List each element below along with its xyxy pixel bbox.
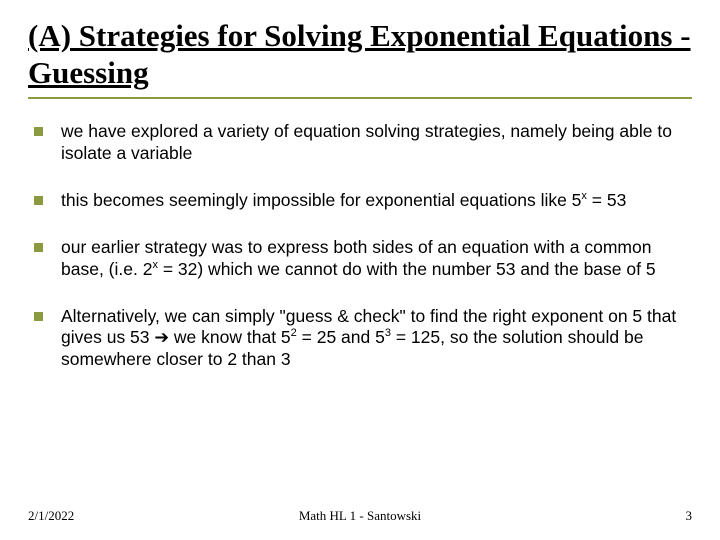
- bullet-square-icon: [34, 127, 43, 136]
- bullet-list: we have explored a variety of equation s…: [28, 121, 692, 370]
- bullet-square-icon: [34, 196, 43, 205]
- list-item: Alternatively, we can simply "guess & ch…: [34, 306, 682, 370]
- footer-date: 2/1/2022: [28, 508, 74, 524]
- list-item: this becomes seemingly impossible for ex…: [34, 190, 682, 211]
- slide-title: (A) Strategies for Solving Exponential E…: [28, 18, 692, 91]
- footer-center-text: Math HL 1 - Santowski: [299, 508, 421, 524]
- list-item: we have explored a variety of equation s…: [34, 121, 682, 164]
- bullet-text: our earlier strategy was to express both…: [61, 237, 682, 280]
- footer-page-number: 3: [686, 508, 693, 524]
- bullet-square-icon: [34, 312, 43, 321]
- title-underline-container: (A) Strategies for Solving Exponential E…: [28, 18, 692, 99]
- list-item: our earlier strategy was to express both…: [34, 237, 682, 280]
- bullet-text: Alternatively, we can simply "guess & ch…: [61, 306, 682, 370]
- bullet-text: we have explored a variety of equation s…: [61, 121, 682, 164]
- slide-container: (A) Strategies for Solving Exponential E…: [0, 0, 720, 540]
- bullet-text: this becomes seemingly impossible for ex…: [61, 190, 626, 211]
- slide-footer: 2/1/2022 Math HL 1 - Santowski 3: [0, 508, 720, 524]
- bullet-square-icon: [34, 243, 43, 252]
